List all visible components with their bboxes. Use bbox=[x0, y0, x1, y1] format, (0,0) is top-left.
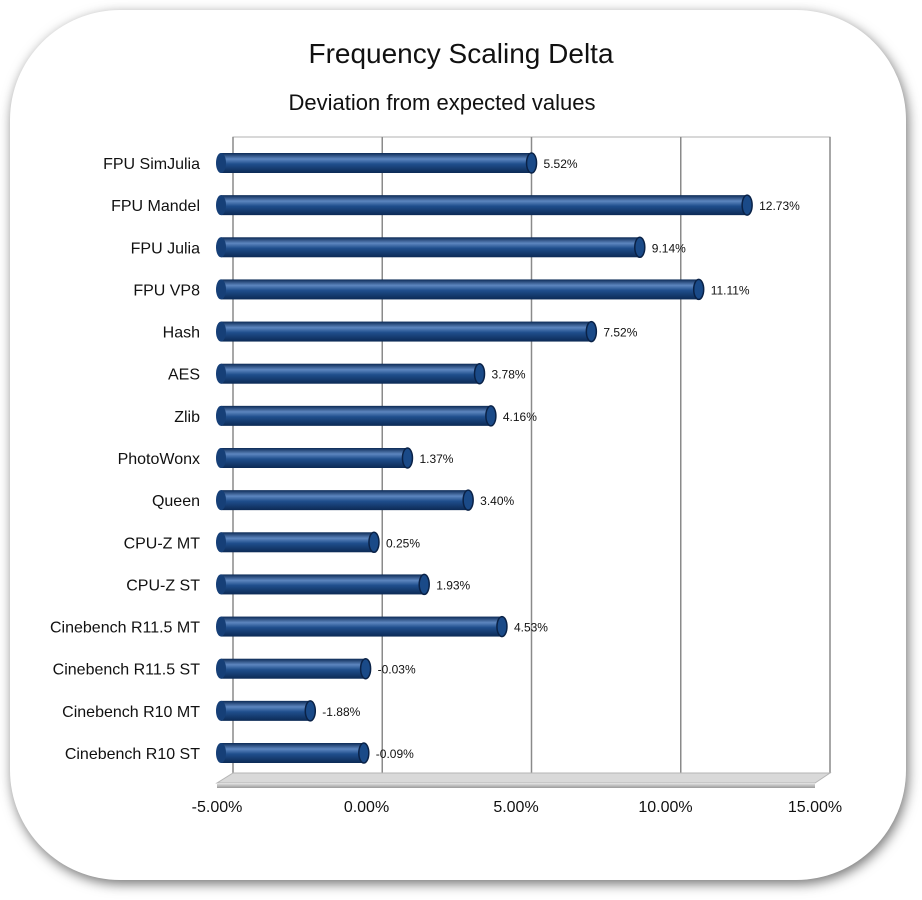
bar-end-cap bbox=[359, 657, 372, 680]
plot-floor-edge bbox=[217, 783, 815, 788]
bar-end-cap bbox=[304, 700, 317, 722]
category-label: Cinebench R10 MT bbox=[62, 704, 200, 721]
bar-end-cap bbox=[741, 194, 753, 216]
bar bbox=[221, 279, 699, 300]
bar-end-cap bbox=[418, 573, 430, 596]
category-label: CPU-Z ST bbox=[126, 577, 200, 594]
data-label: 4.53% bbox=[514, 621, 548, 635]
bar bbox=[221, 616, 502, 637]
category-label: FPU Mandel bbox=[111, 198, 200, 215]
bar bbox=[221, 153, 532, 173]
category-label: AES bbox=[168, 367, 200, 384]
x-tick-label: 10.00% bbox=[638, 799, 692, 816]
bar bbox=[221, 195, 748, 216]
category-label: Queen bbox=[152, 493, 200, 510]
chart-title: Frequency Scaling Delta bbox=[308, 38, 614, 69]
data-label: 1.93% bbox=[436, 578, 470, 592]
bar-end-cap bbox=[401, 447, 414, 469]
bar-start-cap bbox=[216, 237, 226, 258]
x-tick-label: 0.00% bbox=[344, 799, 389, 816]
bar-end-cap bbox=[634, 236, 646, 259]
x-tick-label: -5.00% bbox=[192, 799, 243, 816]
data-label: 0.25% bbox=[386, 536, 420, 550]
category-label: Cinebench R11.5 ST bbox=[53, 662, 201, 679]
data-label: 7.52% bbox=[603, 326, 637, 340]
category-label: Zlib bbox=[174, 409, 200, 426]
plot-area: -5.00% 0.00% 5.00% 10.00% 15.00% FPU SimJulia… bbox=[50, 136, 842, 816]
plot-floor bbox=[215, 772, 832, 784]
bar-end-cap bbox=[473, 362, 486, 385]
bar-end-cap bbox=[368, 531, 380, 554]
data-label: 3.78% bbox=[492, 368, 526, 382]
bar-end-cap bbox=[496, 615, 508, 638]
category-label: Cinebench R10 ST bbox=[65, 746, 200, 763]
bar-start-cap bbox=[216, 743, 226, 763]
bar bbox=[221, 700, 311, 721]
bar-start-cap bbox=[216, 279, 226, 300]
bar-start-cap bbox=[216, 448, 226, 468]
bar-start-cap bbox=[216, 321, 226, 342]
bar bbox=[221, 405, 491, 426]
data-label: -0.03% bbox=[378, 663, 416, 677]
data-label: 9.14% bbox=[652, 241, 686, 255]
bar-start-cap bbox=[216, 490, 226, 511]
category-label: Cinebench R11.5 MT bbox=[50, 620, 200, 637]
bar-end-cap bbox=[485, 405, 497, 427]
bar-end-cap bbox=[462, 489, 474, 511]
data-label: 12.73% bbox=[759, 199, 800, 213]
data-label: -0.09% bbox=[376, 747, 414, 761]
bar-start-cap bbox=[216, 405, 226, 426]
bar-start-cap bbox=[216, 195, 226, 216]
x-tick-label: 15.00% bbox=[788, 799, 842, 816]
bar-start-cap bbox=[216, 616, 226, 637]
bar-end-cap bbox=[585, 320, 598, 343]
bar-start-cap bbox=[216, 363, 226, 384]
category-label: FPU SimJulia bbox=[103, 156, 200, 173]
x-tick-label: 5.00% bbox=[493, 799, 538, 816]
data-label: 11.11% bbox=[711, 283, 750, 297]
data-label: 4.16% bbox=[503, 410, 537, 424]
bar bbox=[221, 532, 374, 553]
chart-subtitle: Deviation from expected values bbox=[288, 90, 596, 115]
category-label: FPU Julia bbox=[131, 240, 200, 257]
category-label: PhotoWonx bbox=[118, 451, 200, 468]
bar-end-cap bbox=[525, 152, 538, 174]
bar bbox=[221, 574, 425, 595]
data-label: 1.37% bbox=[419, 452, 453, 466]
bar-start-cap bbox=[216, 532, 226, 553]
bar bbox=[221, 658, 366, 679]
category-label: Hash bbox=[163, 325, 200, 342]
bar-start-cap bbox=[216, 658, 226, 679]
bar-end-cap bbox=[692, 278, 705, 301]
bar-start-cap bbox=[216, 574, 226, 595]
bar bbox=[221, 743, 364, 763]
bar-start-cap bbox=[216, 153, 226, 173]
category-label: FPU VP8 bbox=[133, 282, 200, 299]
data-label: -1.88% bbox=[322, 705, 360, 719]
bar-end-cap bbox=[358, 742, 370, 764]
bar-start-cap bbox=[216, 700, 226, 721]
bar bbox=[221, 321, 592, 342]
data-label: 5.52% bbox=[544, 157, 578, 171]
bar bbox=[221, 237, 640, 258]
data-label: 3.40% bbox=[480, 494, 514, 508]
bar bbox=[221, 448, 408, 468]
bar bbox=[221, 363, 480, 384]
bar bbox=[221, 490, 469, 511]
category-label: CPU-Z MT bbox=[124, 535, 201, 552]
